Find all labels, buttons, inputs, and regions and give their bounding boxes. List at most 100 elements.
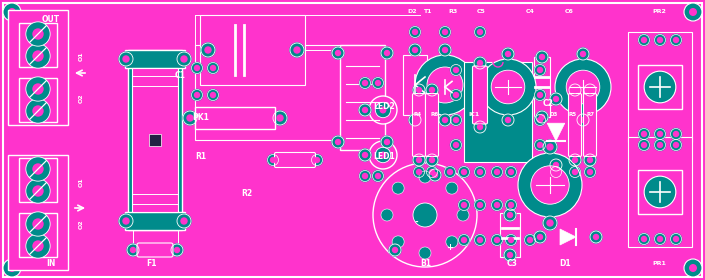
- Bar: [19, 23, 57, 67]
- Circle shape: [534, 139, 546, 151]
- Bar: [125, 50, 185, 68]
- Circle shape: [32, 83, 44, 95]
- Circle shape: [642, 38, 646, 43]
- FancyBboxPatch shape: [274, 153, 316, 167]
- Polygon shape: [547, 123, 565, 141]
- Circle shape: [362, 153, 367, 157]
- Text: C2: C2: [543, 99, 554, 108]
- Bar: [534, 57, 550, 117]
- Circle shape: [584, 84, 596, 96]
- Circle shape: [359, 104, 371, 116]
- Circle shape: [3, 259, 21, 277]
- Circle shape: [584, 154, 596, 166]
- Circle shape: [577, 114, 589, 126]
- Circle shape: [32, 28, 44, 40]
- Circle shape: [654, 234, 666, 244]
- Circle shape: [26, 234, 50, 258]
- Bar: [19, 213, 57, 257]
- Text: D3: D3: [549, 112, 558, 117]
- Circle shape: [429, 87, 434, 92]
- Circle shape: [550, 93, 562, 105]
- Circle shape: [639, 129, 649, 139]
- Circle shape: [8, 264, 16, 272]
- Circle shape: [376, 81, 381, 85]
- Circle shape: [477, 202, 482, 207]
- Circle shape: [211, 92, 216, 97]
- Circle shape: [427, 67, 463, 103]
- Text: T1: T1: [423, 9, 431, 14]
- Circle shape: [376, 174, 381, 179]
- Circle shape: [642, 132, 646, 137]
- Circle shape: [336, 139, 341, 144]
- Bar: [200, 15, 305, 85]
- Circle shape: [379, 151, 386, 158]
- Circle shape: [413, 84, 425, 96]
- Circle shape: [658, 237, 663, 241]
- Circle shape: [372, 171, 384, 181]
- Circle shape: [474, 27, 486, 38]
- Circle shape: [670, 129, 682, 139]
- Bar: [628, 32, 692, 142]
- Circle shape: [673, 132, 678, 137]
- Circle shape: [658, 132, 663, 137]
- Circle shape: [572, 157, 577, 162]
- Circle shape: [201, 43, 215, 57]
- Circle shape: [462, 237, 467, 242]
- Circle shape: [412, 48, 417, 53]
- Bar: [638, 65, 682, 109]
- Circle shape: [448, 169, 453, 174]
- Circle shape: [644, 176, 676, 208]
- Circle shape: [439, 44, 451, 56]
- Circle shape: [271, 157, 276, 162]
- Circle shape: [187, 115, 193, 121]
- Circle shape: [572, 87, 577, 92]
- Circle shape: [211, 66, 216, 71]
- Circle shape: [537, 118, 543, 123]
- Text: O1: O1: [78, 51, 84, 61]
- Circle shape: [410, 27, 420, 38]
- Circle shape: [504, 249, 516, 261]
- Circle shape: [336, 50, 341, 55]
- Text: O1: O1: [78, 177, 84, 187]
- Text: R1: R1: [195, 152, 207, 161]
- Circle shape: [534, 64, 546, 76]
- Circle shape: [26, 77, 50, 101]
- Circle shape: [537, 67, 543, 73]
- Circle shape: [417, 87, 422, 92]
- Circle shape: [26, 99, 50, 123]
- Circle shape: [453, 143, 458, 148]
- Circle shape: [439, 27, 450, 38]
- Circle shape: [537, 143, 543, 148]
- Circle shape: [359, 149, 371, 161]
- Text: C5: C5: [477, 9, 485, 14]
- Circle shape: [443, 29, 448, 34]
- Text: +: +: [446, 243, 453, 252]
- Circle shape: [537, 235, 543, 239]
- Circle shape: [525, 235, 536, 246]
- Circle shape: [642, 143, 646, 148]
- Circle shape: [446, 182, 458, 194]
- Circle shape: [553, 169, 558, 174]
- Bar: [403, 55, 427, 115]
- Circle shape: [505, 235, 517, 246]
- Circle shape: [462, 169, 467, 174]
- Bar: [464, 62, 532, 162]
- Circle shape: [670, 139, 682, 151]
- Circle shape: [119, 214, 133, 228]
- Circle shape: [477, 60, 482, 66]
- Circle shape: [590, 231, 602, 243]
- Bar: [125, 212, 185, 230]
- Circle shape: [312, 155, 322, 165]
- Circle shape: [413, 203, 437, 227]
- Circle shape: [534, 115, 546, 125]
- FancyBboxPatch shape: [584, 94, 596, 157]
- Circle shape: [379, 106, 386, 113]
- Circle shape: [491, 70, 525, 104]
- Circle shape: [670, 234, 682, 244]
- Circle shape: [644, 71, 676, 103]
- Bar: [128, 50, 182, 230]
- Circle shape: [375, 147, 391, 163]
- Circle shape: [577, 48, 589, 60]
- Circle shape: [26, 179, 50, 203]
- Circle shape: [584, 167, 596, 178]
